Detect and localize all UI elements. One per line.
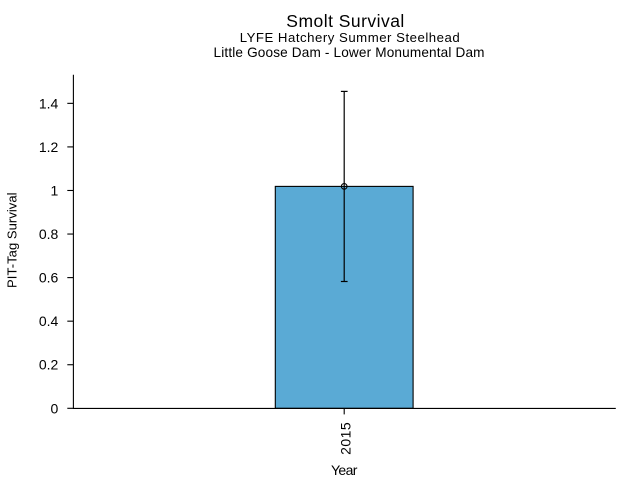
svg-text:Smolt Survival: Smolt Survival — [286, 11, 404, 31]
svg-text:0.6: 0.6 — [39, 270, 59, 286]
svg-text:1.2: 1.2 — [39, 139, 59, 155]
svg-text:PIT-Tag Survival: PIT-Tag Survival — [4, 192, 19, 288]
svg-text:0: 0 — [51, 400, 59, 416]
svg-text:LYFE Hatchery Summer Steelhead: LYFE Hatchery Summer Steelhead — [240, 30, 460, 45]
svg-text:Little Goose Dam - Lower Monum: Little Goose Dam - Lower Monumental Dam — [214, 45, 485, 60]
svg-text:0.2: 0.2 — [39, 357, 59, 373]
svg-text:2015: 2015 — [338, 422, 354, 455]
svg-text:0.8: 0.8 — [39, 226, 59, 242]
svg-text:Year: Year — [331, 462, 358, 478]
svg-text:1.4: 1.4 — [39, 95, 59, 111]
svg-text:0.4: 0.4 — [39, 313, 59, 329]
svg-text:1: 1 — [51, 182, 59, 198]
